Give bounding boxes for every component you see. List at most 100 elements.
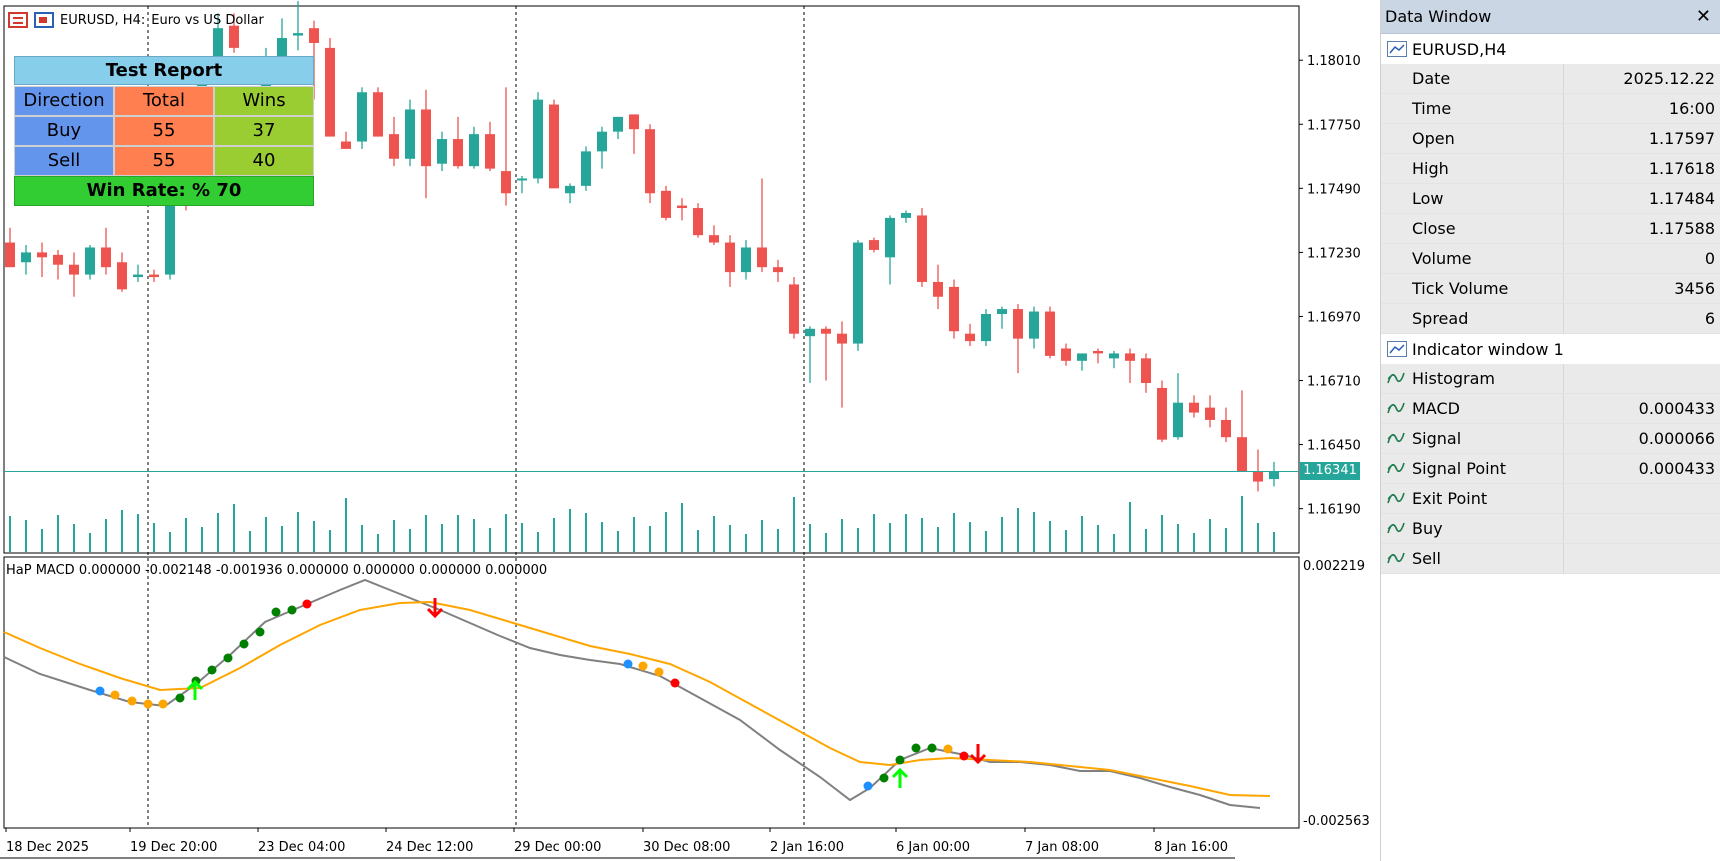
time-axis-label: 7 Jan 08:00 bbox=[1025, 840, 1099, 855]
candle-body bbox=[53, 254, 63, 265]
indicator-row-value: 0.000433 bbox=[1564, 454, 1720, 483]
candle-body bbox=[293, 33, 303, 36]
candle-body bbox=[485, 134, 495, 169]
candle-body bbox=[309, 28, 319, 43]
data-window-symbol-row: EURUSD,H4 bbox=[1381, 34, 1720, 64]
candle-body bbox=[389, 134, 399, 159]
candle-body bbox=[869, 240, 879, 250]
signal-point bbox=[927, 743, 937, 753]
signal-point bbox=[158, 699, 168, 709]
indicator-icon bbox=[1387, 552, 1405, 564]
indicator-row-label: Sell bbox=[1412, 549, 1441, 568]
candle-body bbox=[1141, 358, 1151, 383]
signal-point bbox=[223, 653, 233, 663]
signal-point bbox=[271, 607, 281, 617]
data-window: Data Window ✕ EURUSD,H4 Date 2025.12.22 Ti… bbox=[1380, 0, 1720, 861]
buy-arrow-icon bbox=[891, 767, 909, 788]
data-row: Volume 0 bbox=[1381, 244, 1720, 274]
price-axis-label: 1.17750 bbox=[1307, 118, 1361, 133]
candle-body bbox=[149, 274, 159, 278]
candle-body bbox=[1269, 471, 1279, 480]
candle-body bbox=[629, 114, 639, 130]
candle-body bbox=[1189, 402, 1199, 413]
sell-direction: Sell bbox=[14, 146, 114, 176]
data-row: Tick Volume 3456 bbox=[1381, 274, 1720, 304]
candle-body bbox=[1173, 402, 1183, 438]
data-row-value: 1.17588 bbox=[1564, 214, 1720, 243]
data-row-value: 3456 bbox=[1564, 274, 1720, 303]
candle-body bbox=[677, 205, 687, 209]
data-row-value: 1.17597 bbox=[1564, 124, 1720, 153]
expert-advisor-icon[interactable] bbox=[34, 12, 54, 28]
candle-body bbox=[549, 104, 559, 189]
time-axis-label: 8 Jan 16:00 bbox=[1154, 840, 1228, 855]
buy-wins: 37 bbox=[214, 116, 314, 146]
candle-body bbox=[1253, 471, 1263, 482]
menu-icon[interactable] bbox=[8, 12, 28, 28]
signal-point bbox=[895, 755, 905, 765]
candle-body bbox=[469, 134, 479, 167]
indicator-row: Buy bbox=[1381, 514, 1720, 544]
indicator-row-name: Signal Point bbox=[1381, 454, 1564, 483]
candle-body bbox=[5, 242, 15, 268]
data-row-value: 2025.12.22 bbox=[1564, 64, 1720, 93]
data-row-value: 1.17484 bbox=[1564, 184, 1720, 213]
candle-body bbox=[997, 309, 1007, 314]
chart-description: Euro vs US Dollar bbox=[151, 12, 264, 28]
candle-body bbox=[901, 212, 911, 218]
indicator-row-name: Buy bbox=[1381, 514, 1564, 543]
candle-body bbox=[853, 242, 863, 344]
test-report-panel: Test Report Direction Total Wins Buy 55 … bbox=[14, 56, 314, 206]
candle-body bbox=[437, 139, 447, 164]
indicator-row-value bbox=[1564, 514, 1720, 543]
data-row-name: Date bbox=[1381, 64, 1564, 93]
indicator-row-name: MACD bbox=[1381, 394, 1564, 423]
data-row: Spread 6 bbox=[1381, 304, 1720, 334]
candle-body bbox=[773, 267, 783, 273]
indicator-window-row: Indicator window 1 bbox=[1381, 334, 1720, 364]
price-axis-label: 1.16970 bbox=[1307, 310, 1361, 325]
signal-point bbox=[302, 599, 312, 609]
indicator-axis-label: 0.002219 bbox=[1303, 559, 1365, 574]
data-row-name: Volume bbox=[1381, 244, 1564, 273]
candle-body bbox=[581, 151, 591, 186]
test-report-title: Test Report bbox=[14, 56, 314, 85]
chart-area[interactable]: 1.18010 1.17750 1.17490 1.17230 1.16970 1.167… bbox=[0, 0, 1380, 861]
candle-body bbox=[741, 247, 751, 273]
candle-body bbox=[805, 328, 815, 337]
indicator-row-label: MACD bbox=[1412, 399, 1460, 418]
main-plot-frame bbox=[3, 5, 1300, 554]
indicator-row-name: Histogram bbox=[1381, 364, 1564, 393]
indicator-row-label: Signal bbox=[1412, 429, 1462, 448]
candle-body bbox=[725, 242, 735, 273]
candle-body bbox=[133, 274, 143, 278]
candle-body bbox=[1093, 350, 1103, 354]
candle-body bbox=[645, 129, 655, 194]
candle-body bbox=[277, 38, 287, 58]
indicator-row-name: Sell bbox=[1381, 544, 1564, 573]
candle-body bbox=[1077, 353, 1087, 361]
win-rate: Win Rate: % 70 bbox=[14, 176, 314, 206]
data-row-name: Tick Volume bbox=[1381, 274, 1564, 303]
candle-body bbox=[693, 208, 703, 236]
chart-line-icon bbox=[1386, 41, 1407, 57]
signal-point bbox=[255, 627, 265, 637]
signal-point bbox=[239, 639, 249, 649]
signal-line bbox=[3, 600, 1271, 797]
indicator-row: Sell bbox=[1381, 544, 1720, 574]
data-row-value: 6 bbox=[1564, 304, 1720, 333]
indicator-icon bbox=[1387, 462, 1405, 474]
chart-svg[interactable]: 1.18010 1.17750 1.17490 1.17230 1.16970 1.167… bbox=[0, 0, 1380, 861]
data-window-title: Data Window bbox=[1385, 7, 1492, 26]
close-icon[interactable]: ✕ bbox=[1695, 6, 1711, 27]
test-report-row-sell: Sell 55 40 bbox=[14, 145, 314, 176]
data-row: Close 1.17588 bbox=[1381, 214, 1720, 244]
header-wins: Wins bbox=[214, 86, 314, 116]
data-window-symbol: EURUSD,H4 bbox=[1412, 39, 1507, 59]
price-axis-label: 1.17490 bbox=[1307, 182, 1361, 197]
candle-body bbox=[229, 25, 239, 48]
data-row-name: Open bbox=[1381, 124, 1564, 153]
indicator-row-name: Signal bbox=[1381, 424, 1564, 453]
header-total: Total bbox=[114, 86, 214, 116]
data-window-titlebar[interactable]: Data Window ✕ bbox=[1381, 0, 1720, 34]
